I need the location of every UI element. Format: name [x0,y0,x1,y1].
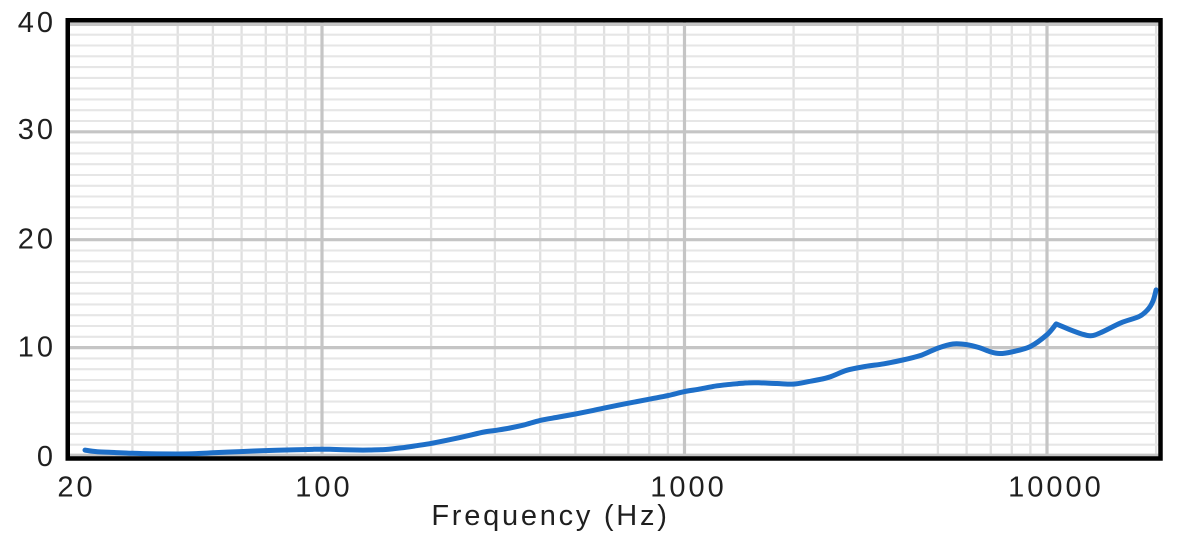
svg-text:1000: 1000 [650,472,727,504]
svg-text:10: 10 [18,332,56,364]
svg-text:20: 20 [57,472,95,504]
svg-text:40: 40 [18,7,56,39]
svg-text:20: 20 [18,224,56,256]
svg-text:30: 30 [18,114,56,146]
svg-text:Frequency (Hz): Frequency (Hz) [431,500,669,532]
svg-text:100: 100 [295,472,352,504]
svg-text:0: 0 [37,441,56,473]
svg-text:10000: 10000 [1008,472,1104,504]
